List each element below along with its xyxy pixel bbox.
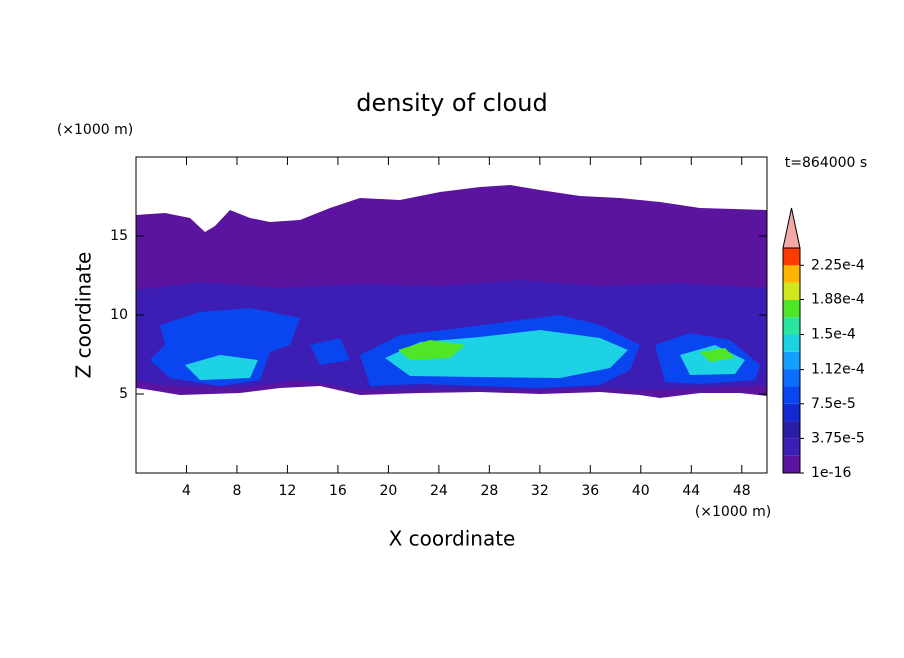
colorbar-frame — [782, 247, 801, 474]
colorbar-tick-label: 1e-16 — [811, 465, 851, 481]
x-tick-label: 28 — [480, 483, 498, 499]
colorbar-band — [783, 299, 800, 318]
colorbar-tick-label: 1.12e-4 — [811, 362, 865, 378]
x-unit: (×1000 m) — [695, 504, 771, 520]
x-tick-label: 4 — [182, 483, 191, 499]
colorbar-band — [783, 351, 800, 370]
y-tick-label: 5 — [119, 386, 128, 402]
chart-title: density of cloud — [356, 89, 547, 117]
annotation: t=864000 s — [785, 155, 867, 171]
colorbar-band — [783, 334, 800, 352]
x-tick-label: 40 — [632, 483, 650, 499]
colorbar-band — [783, 265, 800, 283]
colorbar-tick-label: 7.5e-5 — [811, 396, 856, 412]
x-tick-label: 16 — [329, 483, 347, 499]
colorbar-band — [783, 438, 800, 456]
colorbar-tick-label: 3.75e-5 — [811, 430, 865, 446]
colorbar-tick-label: 2.25e-4 — [811, 257, 865, 273]
contour-field — [136, 185, 767, 398]
contour-region — [185, 330, 745, 380]
colorbar-band — [783, 248, 800, 266]
colorbar-band — [783, 455, 800, 473]
colorbar-tick-label: 1.5e-4 — [811, 327, 856, 343]
colorbar-band — [783, 369, 800, 387]
colorbar-band — [783, 421, 800, 439]
colorbar-band — [783, 282, 800, 300]
y-unit: (×1000 m) — [57, 122, 133, 138]
x-tick-label: 8 — [232, 483, 241, 499]
x-tick-label: 32 — [531, 483, 549, 499]
x-tick-label: 44 — [682, 483, 700, 499]
x-tick-label: 20 — [379, 483, 397, 499]
colorbar-extension — [782, 207, 801, 249]
colorbar-band — [783, 403, 800, 422]
x-tick-label: 12 — [279, 483, 297, 499]
x-axis-title: X coordinate — [389, 527, 516, 551]
y-tick-label: 10 — [110, 307, 128, 323]
y-tick-label: 15 — [110, 228, 128, 244]
x-tick-label: 48 — [733, 483, 751, 499]
colorbar-band — [783, 317, 800, 335]
colorbar-tick-label: 1.88e-4 — [811, 291, 865, 307]
colorbar-band — [783, 386, 800, 404]
contour-region — [398, 340, 735, 362]
x-tick-label: 24 — [430, 483, 448, 499]
x-tick-label: 36 — [581, 483, 599, 499]
y-axis-title: Z coordinate — [72, 252, 96, 379]
